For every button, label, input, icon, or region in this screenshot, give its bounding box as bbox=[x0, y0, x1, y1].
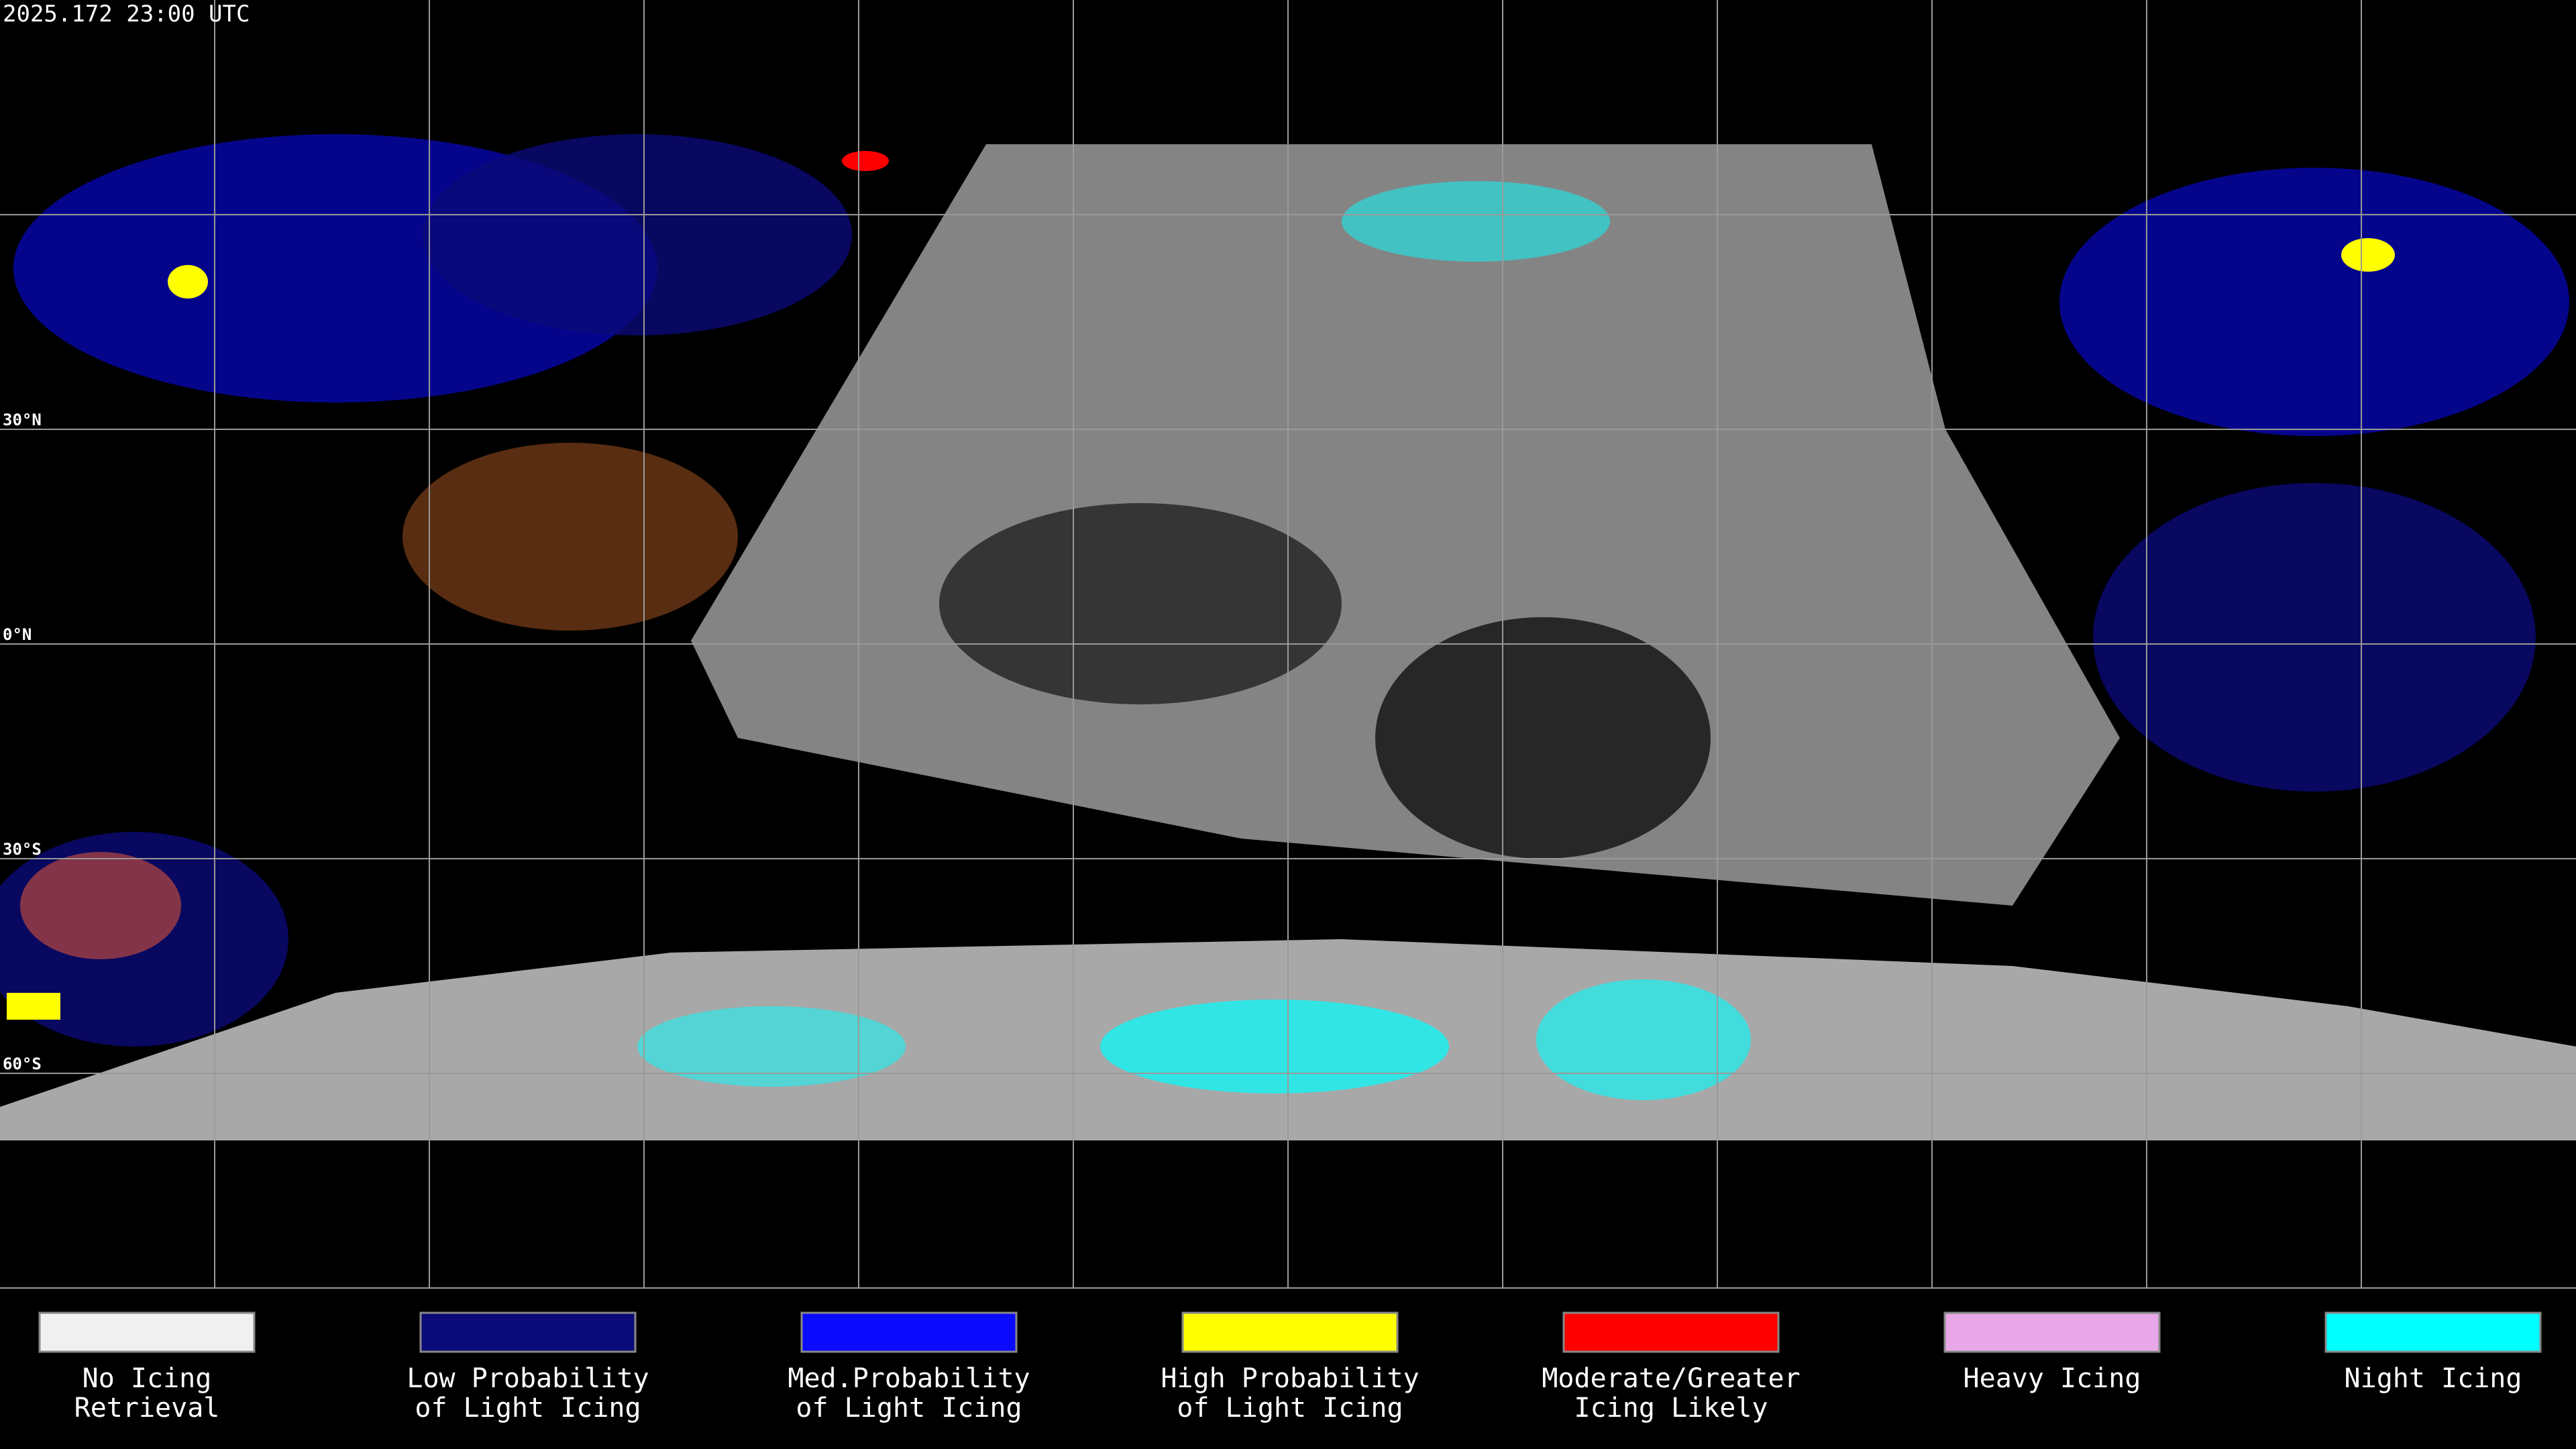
icing-area bbox=[2093, 483, 2536, 792]
day-cloud-region bbox=[691, 144, 2120, 906]
graticule: 30°N 0°N 30°S 60°S bbox=[0, 0, 2576, 1289]
legend-label-line: Moderate/Greater bbox=[1542, 1363, 1800, 1394]
legend-label-line: of Light Icing bbox=[1177, 1393, 1403, 1424]
legend-swatch bbox=[1562, 1311, 1780, 1353]
timestamp: 2025.172 23:00 UTC bbox=[3, 1, 250, 28]
latitude-label: 60°S bbox=[3, 1055, 42, 1073]
legend-swatch bbox=[2324, 1311, 2542, 1353]
icing-area bbox=[2341, 238, 2395, 272]
legend-swatch bbox=[800, 1311, 1018, 1353]
legend-label-line: No Icing bbox=[83, 1363, 212, 1394]
legend-label-line: Night Icing bbox=[2345, 1363, 2522, 1394]
legend-label: High Probability of Light Icing bbox=[1161, 1363, 1419, 1424]
legend-label-line: Retrieval bbox=[74, 1393, 220, 1424]
icing-area bbox=[20, 852, 181, 959]
legend-label-line: High Probability bbox=[1161, 1363, 1419, 1394]
legend-label-line: Icing Likely bbox=[1574, 1393, 1768, 1424]
legend-label: Moderate/Greater Icing Likely bbox=[1542, 1363, 1800, 1424]
night-icing-patch bbox=[637, 1006, 906, 1087]
clear-patch bbox=[1375, 617, 1711, 859]
legend-label-line: Heavy Icing bbox=[1964, 1363, 2141, 1394]
icing-area bbox=[402, 443, 738, 631]
clear-patch bbox=[939, 503, 1342, 704]
night-icing-patch bbox=[1100, 1000, 1449, 1093]
legend-label: Low Probability of Light Icing bbox=[407, 1363, 649, 1424]
legend-label: Night Icing bbox=[2345, 1363, 2522, 1394]
latitude-label: 30°S bbox=[3, 840, 42, 859]
legend-swatch bbox=[38, 1311, 256, 1353]
legend-swatch bbox=[1181, 1311, 1399, 1353]
legend-label-line: Med.Probability bbox=[788, 1363, 1030, 1394]
legend-label-line: of Light Icing bbox=[415, 1393, 641, 1424]
legend-label: Med.Probability of Light Icing bbox=[788, 1363, 1030, 1424]
icing-area bbox=[168, 265, 208, 299]
legend-label: Heavy Icing bbox=[1964, 1363, 2141, 1394]
icing-area bbox=[842, 151, 889, 171]
night-icing-patch bbox=[1536, 979, 1751, 1100]
icing-area bbox=[7, 993, 60, 1020]
night-icing-patch bbox=[1342, 181, 1610, 262]
legend-label-line: Low Probability bbox=[407, 1363, 649, 1394]
legend-swatch bbox=[1943, 1311, 2161, 1353]
latitude-label: 30°N bbox=[3, 411, 42, 429]
icing-area bbox=[2059, 168, 2569, 436]
legend-label: No Icing Retrieval bbox=[74, 1363, 220, 1424]
legend-label-line: of Light Icing bbox=[796, 1393, 1022, 1424]
icing-area bbox=[423, 134, 852, 335]
legend-swatch bbox=[419, 1311, 637, 1353]
latitude-label: 0°N bbox=[3, 625, 32, 644]
